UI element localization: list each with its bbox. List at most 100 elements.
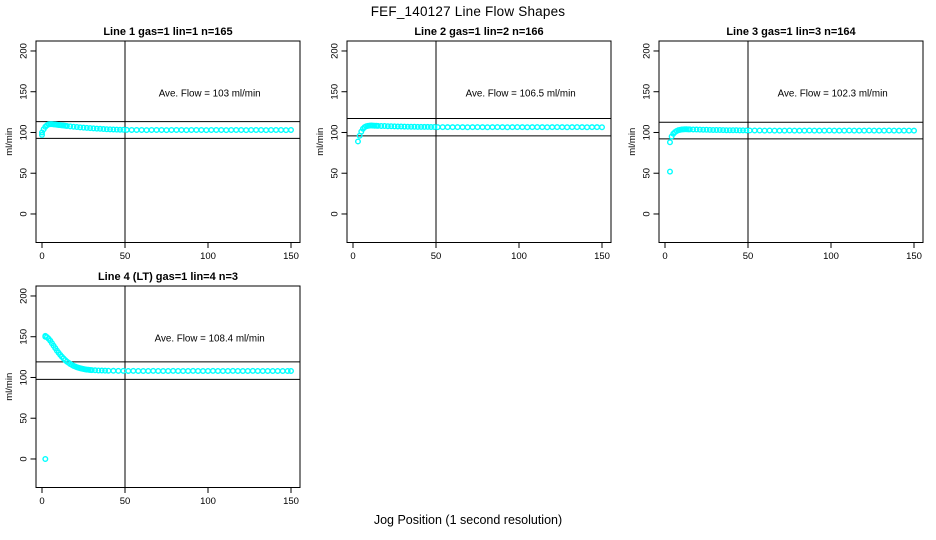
x-tick-label: 50 [431,251,442,262]
flow-point [63,122,70,129]
flow-point [67,123,74,130]
flow-chart-svg: Line 4 (LT) gas=1 lin=4 n=3 0 50 100 150 200 0… [4,271,301,507]
flow-point [740,127,747,134]
y-axis-title: ml/min [4,373,15,401]
y-tick-label: 150 [19,84,30,100]
flow-point [88,367,95,374]
flow-point [464,124,471,131]
flow-point [901,127,908,134]
flow-point [559,124,566,131]
x-tick-label: 100 [200,496,216,507]
flow-point [494,124,501,131]
x-tick-label: 150 [594,251,610,262]
flow-point [700,126,707,133]
flow-point [710,126,717,133]
x-tick-label: 100 [511,251,527,262]
data-points [42,332,295,462]
flow-point [223,127,230,134]
flow-point [431,124,438,131]
flow-point [761,127,768,134]
flow-point [474,124,481,131]
flow-point [886,127,893,134]
x-tick-label: 150 [283,496,299,507]
y-tick-label: 150 [19,329,30,345]
flow-point [204,367,211,374]
flow-point [115,367,122,374]
flow-point [414,123,421,130]
flow-point [244,367,251,374]
flow-point [723,127,730,134]
flow-point [408,123,415,130]
x-axis-label: Jog Position (1 second resolution) [373,513,563,527]
flow-point [234,367,241,374]
flow-point [554,124,561,131]
panel-title: Line 4 (LT) gas=1 lin=4 n=3 [98,271,238,283]
flow-point [776,127,783,134]
flow-point [459,124,466,131]
flow-point [93,125,100,132]
x-tick-label: 0 [39,251,44,262]
flow-point [751,127,758,134]
y-tick-label: 0 [19,456,30,461]
panel-line-1: Line 1 gas=1 lin=1 n=165 0 50 100 150 200 0 50 1… [0,24,312,272]
flow-point [594,124,601,131]
flow-chart-svg: Line 3 gas=1 lin=3 n=164 0 50 100 150 200 0 50 1… [627,26,924,262]
x-tick-label: 0 [662,251,667,262]
data-points [39,121,295,138]
data-points [354,122,606,145]
flow-point [135,367,142,374]
flow-point [801,127,808,134]
flow-point [398,123,405,130]
flow-point [911,127,918,134]
y-axis-title: ml/min [4,128,15,156]
y-tick-label: 50 [330,168,341,179]
x-tick-label: 0 [39,496,44,507]
y-tick-label: 150 [642,84,653,100]
y-tick-label: 0 [19,211,30,216]
flow-point [83,124,90,131]
flow-point [288,367,295,374]
main-title: FEF_140127 Line Flow Shapes [370,4,566,19]
flow-point [743,127,750,134]
flow-point [117,126,124,133]
flow-point [203,127,210,134]
flow-point [259,368,266,375]
flow-point [95,367,102,374]
flow-point [105,367,112,374]
flow-point [73,124,80,131]
flow-point [288,127,295,134]
flow-point [273,126,280,133]
flow-point [120,367,127,374]
flow-point [180,368,187,375]
flow-point [421,123,428,130]
flow-point [200,368,207,375]
flow-point [716,127,723,134]
flow-point [666,139,673,146]
flow-point [756,127,763,134]
flow-point [233,126,240,133]
flow-point [253,126,260,133]
flow-point [856,127,863,134]
flow-point [411,123,418,130]
ave-flow-annotation: Ave. Flow = 102.3 ml/min [778,88,888,99]
flow-point [574,124,581,131]
flow-point [713,127,720,134]
flow-point [103,126,110,133]
flow-point [239,368,246,375]
flow-point [479,124,486,131]
flow-point [170,367,177,374]
flow-point [90,125,97,132]
flow-point [219,368,226,375]
flow-point [283,127,290,134]
flow-point [70,123,77,130]
flow-point [564,124,571,131]
panel-title: Line 2 gas=1 lin=2 n=166 [414,26,543,38]
y-tick-label: 200 [330,43,341,59]
y-tick-label: 50 [642,168,653,179]
panel-title: Line 3 gas=1 lin=3 n=164 [726,26,856,38]
flow-point [831,127,838,134]
flow-point [42,455,49,462]
flow-point [145,367,152,374]
flow-point [703,126,710,133]
flow-point [484,124,491,131]
